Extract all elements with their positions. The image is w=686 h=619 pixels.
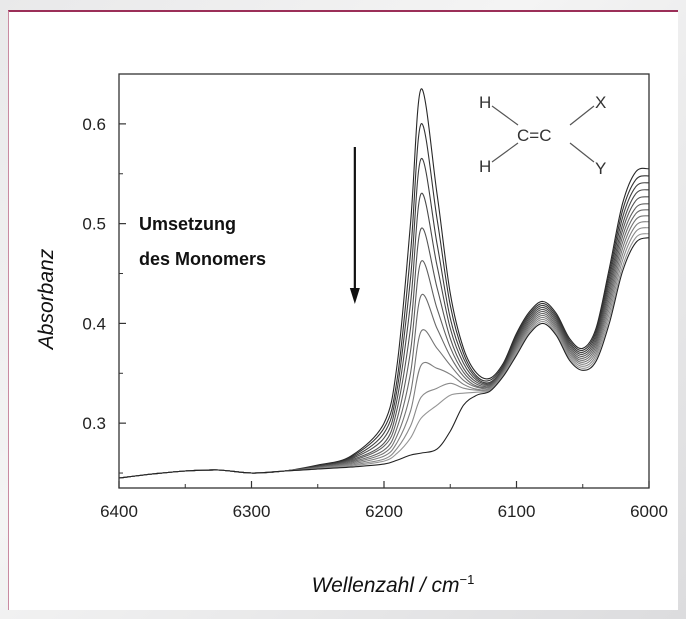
annotation-line-2: des Monomers bbox=[139, 249, 266, 269]
molecule-atom-y: Y bbox=[595, 159, 606, 178]
y-axis-ticks: 0.3 0.4 0.5 0.6 bbox=[82, 73, 126, 474]
x-tick-label: 6100 bbox=[498, 502, 536, 521]
molecule-bond-h-top bbox=[491, 105, 519, 126]
y-tick-label: 0.3 bbox=[82, 414, 106, 433]
x-tick-label: 6400 bbox=[100, 502, 138, 521]
y-tick-label: 0.4 bbox=[82, 314, 106, 333]
down-arrow-icon bbox=[349, 147, 360, 304]
annotation-line-1: Umsetzung bbox=[139, 214, 236, 234]
molecule-atom-h-bottom: H bbox=[479, 157, 491, 176]
ir-spectrum-chart: 6400 6300 6200 6100 6000 0.3 0.4 0.5 0.6 Absorb… bbox=[35, 73, 668, 597]
spectrum-line-3 bbox=[118, 158, 650, 479]
x-axis-ticks: 6400 6300 6200 6100 6000 bbox=[100, 481, 668, 521]
y-axis-title: Absorbanz bbox=[35, 248, 58, 351]
x-tick-label: 6000 bbox=[630, 502, 668, 521]
x-axis-title-text: Wellenzahl / cm bbox=[312, 574, 460, 597]
spectrum-line-5 bbox=[118, 196, 650, 479]
spectrum-curves bbox=[118, 88, 650, 479]
plot-frame bbox=[118, 73, 650, 489]
molecule-double-bond: C=C bbox=[517, 126, 551, 145]
spectrum-line-12 bbox=[118, 237, 650, 479]
spectrum-line-2 bbox=[118, 123, 650, 479]
y-tick-label: 0.6 bbox=[82, 115, 106, 134]
spectrum-line-1 bbox=[118, 88, 650, 479]
y-tick-label: 0.5 bbox=[82, 215, 106, 234]
x-tick-label: 6200 bbox=[365, 502, 403, 521]
x-tick-label: 6300 bbox=[233, 502, 271, 521]
molecule-atom-h-top: H bbox=[479, 93, 491, 112]
molecule-bond-x bbox=[569, 105, 595, 126]
molecule-bond-y bbox=[569, 142, 595, 163]
figure-card: 6400 6300 6200 6100 6000 0.3 0.4 0.5 0.6 Absorb… bbox=[8, 10, 678, 610]
molecule-bond-h-bottom bbox=[491, 142, 519, 163]
arrow-head bbox=[349, 288, 360, 304]
x-axis-title: Wellenzahl / cm−1 bbox=[312, 572, 475, 597]
molecule-structure: H H C=C X Y bbox=[479, 93, 606, 178]
x-axis-title-exponent: −1 bbox=[460, 572, 475, 587]
molecule-atom-x: X bbox=[595, 93, 606, 112]
